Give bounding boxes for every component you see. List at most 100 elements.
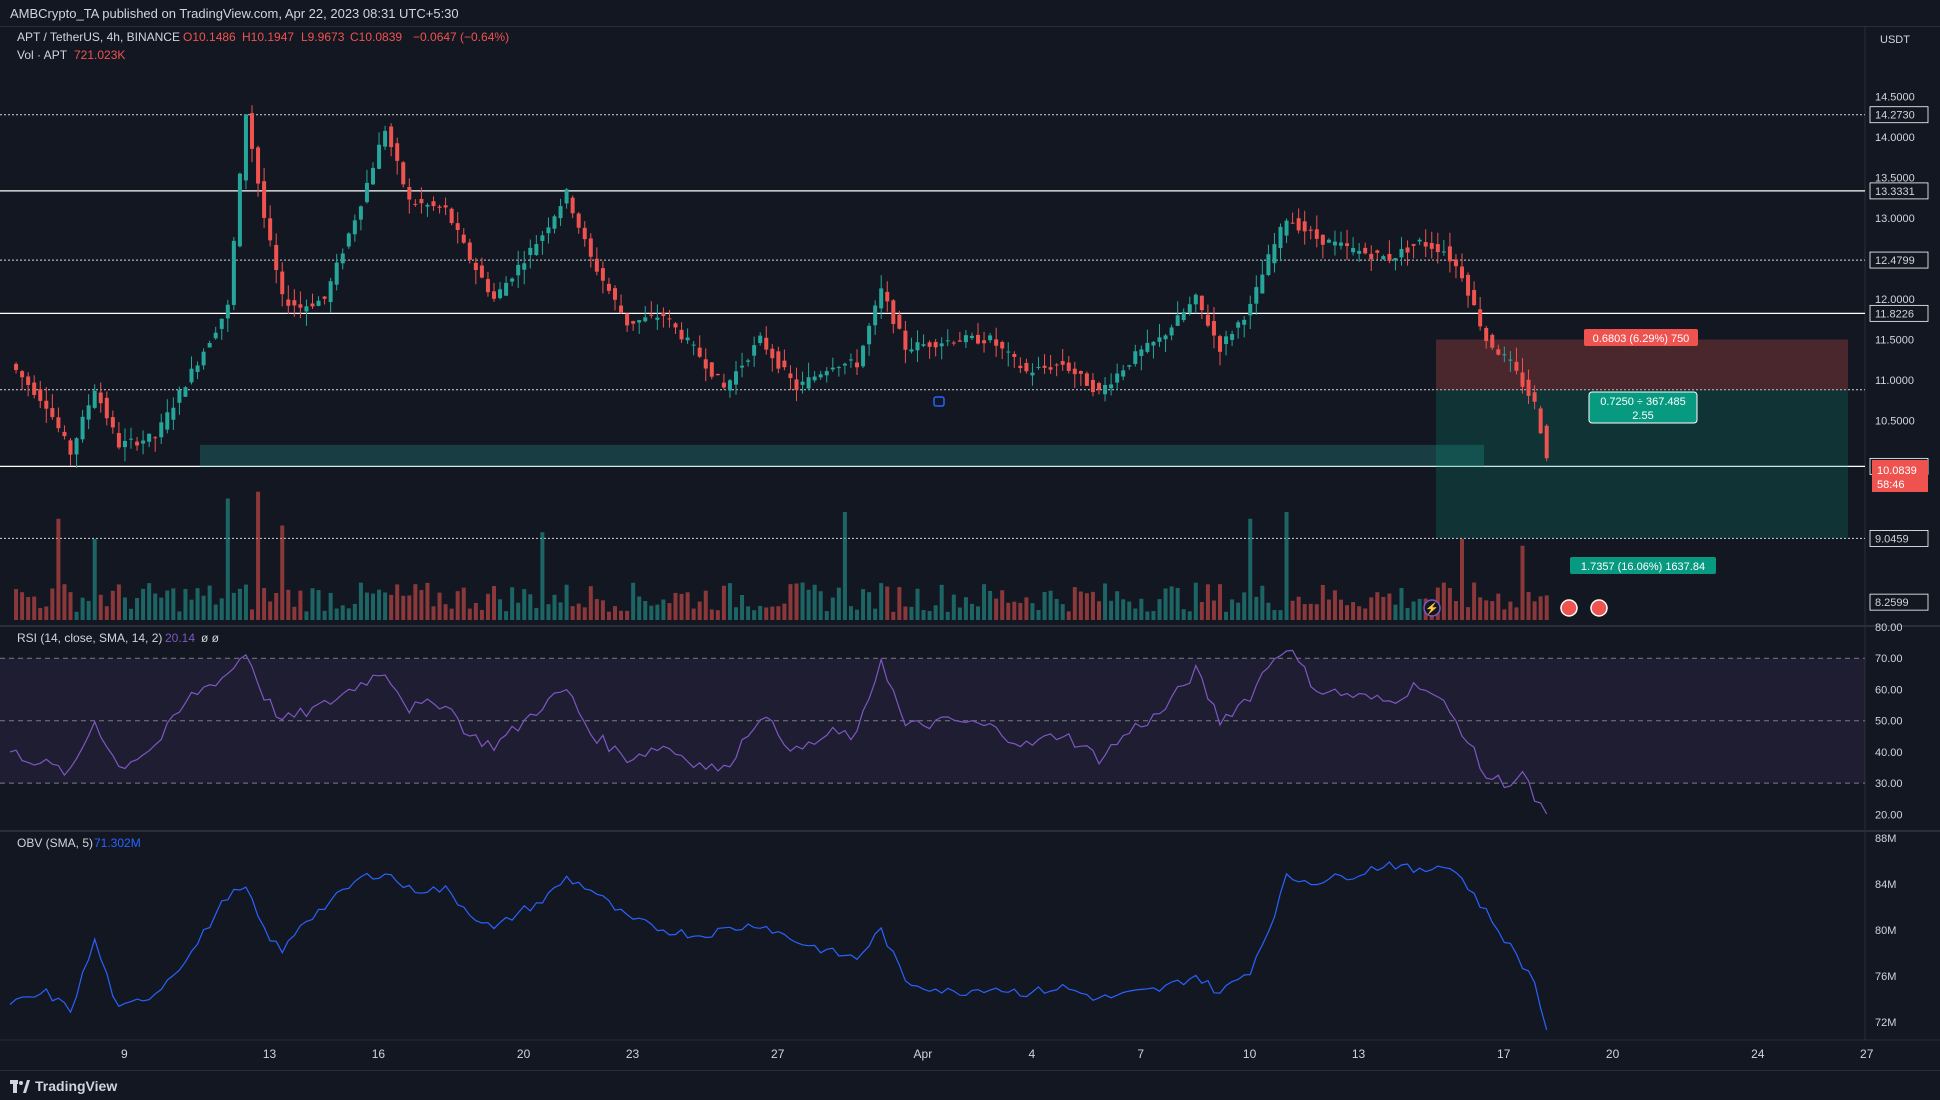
volume-bar bbox=[1447, 587, 1452, 620]
candle-body bbox=[231, 240, 236, 305]
candle-body bbox=[1054, 364, 1059, 366]
volume-bar bbox=[1000, 590, 1005, 620]
candle-body bbox=[842, 363, 847, 366]
candle-body bbox=[1284, 220, 1289, 236]
alert-marker-icon[interactable] bbox=[933, 396, 945, 407]
time-tick-label: 23 bbox=[626, 1047, 640, 1061]
candle-body bbox=[80, 416, 85, 440]
volume-bar bbox=[1308, 603, 1313, 620]
volume-bar bbox=[776, 606, 781, 620]
support-zone bbox=[200, 444, 1484, 467]
volume-bar bbox=[364, 592, 369, 620]
volume-bar bbox=[498, 599, 503, 620]
volume-bar bbox=[655, 604, 660, 620]
volume-bar bbox=[304, 611, 309, 620]
volume-bar bbox=[982, 584, 987, 620]
candle-body bbox=[310, 303, 315, 307]
candle-body bbox=[286, 299, 291, 306]
candle-body bbox=[1084, 373, 1089, 386]
volume-bar bbox=[1417, 598, 1422, 620]
position-center-badge[interactable] bbox=[1588, 391, 1698, 424]
volume-bar bbox=[613, 606, 617, 620]
volume-bar bbox=[32, 596, 37, 620]
volume-bar bbox=[292, 606, 297, 620]
volume-label: Vol · APT bbox=[17, 48, 68, 62]
candle-body bbox=[1205, 314, 1210, 326]
candle-body bbox=[1163, 335, 1168, 340]
volume-bar bbox=[389, 594, 394, 620]
candle-body bbox=[177, 389, 182, 403]
volume-bar bbox=[419, 590, 424, 620]
candle-body bbox=[631, 321, 636, 324]
candle-body bbox=[207, 343, 212, 348]
candle-body bbox=[976, 334, 980, 344]
footer: TradingView bbox=[0, 1070, 1940, 1100]
volume-bar bbox=[1351, 602, 1356, 620]
candle-body bbox=[504, 282, 509, 296]
volume-bar bbox=[570, 606, 575, 620]
stop-loss-badge[interactable] bbox=[1584, 329, 1698, 346]
candle-body bbox=[1320, 234, 1325, 245]
candle-body bbox=[1139, 349, 1144, 356]
candle-body bbox=[413, 203, 418, 205]
candle-body bbox=[479, 265, 484, 278]
candle-body bbox=[963, 335, 968, 343]
volume-bar bbox=[848, 606, 853, 620]
chart-area[interactable]: 14.5000 14.0000 13.5000 13.0000 12.0000 11.50… bbox=[0, 27, 1940, 1070]
volume-bar bbox=[1242, 592, 1247, 620]
candle-body bbox=[1236, 322, 1241, 328]
time-axis[interactable]: 91316202327Apr47101317202427May4 bbox=[121, 1047, 1940, 1061]
candle-body bbox=[1369, 253, 1374, 260]
tradingview-logo[interactable]: TradingView bbox=[10, 1078, 117, 1094]
price-tick-label: 13.5000 bbox=[1875, 172, 1915, 184]
rsi-tick-label: 50.00 bbox=[1875, 716, 1903, 728]
candle-body bbox=[1066, 362, 1071, 371]
take-profit-badge[interactable] bbox=[1570, 557, 1716, 574]
price-tick-label: 10.5000 bbox=[1875, 416, 1915, 428]
stop-loss-label[interactable]: 0.6803 (6.29%) 750 bbox=[1584, 329, 1698, 346]
candle-body bbox=[758, 335, 763, 344]
volume-bar bbox=[697, 601, 702, 620]
volume-bar bbox=[782, 603, 787, 620]
candle-body bbox=[1000, 342, 1005, 349]
volume-bar bbox=[721, 585, 726, 620]
us-flag-event-icon[interactable] bbox=[1590, 599, 1608, 617]
take-profit-label[interactable]: 1.7357 (16.06%) 1637.84 bbox=[1570, 557, 1716, 574]
candle-body bbox=[576, 213, 581, 228]
us-flag-event-icon[interactable] bbox=[1560, 599, 1578, 617]
rsi-legend: RSI (14, close, SMA, 14, 2) 20.14 ø ø bbox=[17, 631, 220, 645]
horizontal-lines[interactable] bbox=[0, 114, 1865, 539]
candle-body bbox=[316, 300, 321, 306]
volume-bar bbox=[38, 607, 43, 620]
lightning-event-icon[interactable] bbox=[1423, 599, 1441, 617]
volume-bar bbox=[371, 593, 375, 620]
volume-bar bbox=[461, 587, 466, 620]
volume-bar bbox=[413, 584, 418, 620]
obv-label: OBV (SMA, 5) bbox=[17, 836, 93, 850]
candle-body bbox=[746, 360, 751, 362]
tradingview-brand: TradingView bbox=[35, 1078, 118, 1094]
candle-body bbox=[401, 162, 406, 185]
position-center-label[interactable]: 0.7250 ÷ 367.485 2.55 bbox=[1588, 391, 1698, 424]
candle-body bbox=[637, 320, 642, 323]
volume-bar bbox=[824, 611, 829, 620]
volume-bar bbox=[976, 606, 980, 620]
candle-body bbox=[1484, 327, 1489, 342]
volume-bar bbox=[879, 583, 884, 620]
time-tick-label: 4 bbox=[1028, 1047, 1035, 1061]
volume-value: 721.023K bbox=[74, 48, 125, 62]
volume-bar bbox=[1066, 611, 1071, 620]
candle-body bbox=[443, 205, 448, 208]
candle-body bbox=[1387, 253, 1392, 261]
candle-body bbox=[812, 376, 817, 381]
event-markers[interactable]: ⚡ bbox=[933, 396, 1608, 617]
candle-body bbox=[1496, 349, 1501, 355]
volume-bar bbox=[1508, 601, 1513, 620]
volume-bar bbox=[122, 597, 127, 620]
volume-bar bbox=[44, 606, 49, 620]
candle-body bbox=[485, 279, 490, 293]
candle-body bbox=[74, 438, 79, 455]
time-tick-label: 20 bbox=[517, 1047, 531, 1061]
volume-bar bbox=[298, 590, 303, 620]
volume-bar bbox=[885, 586, 890, 620]
